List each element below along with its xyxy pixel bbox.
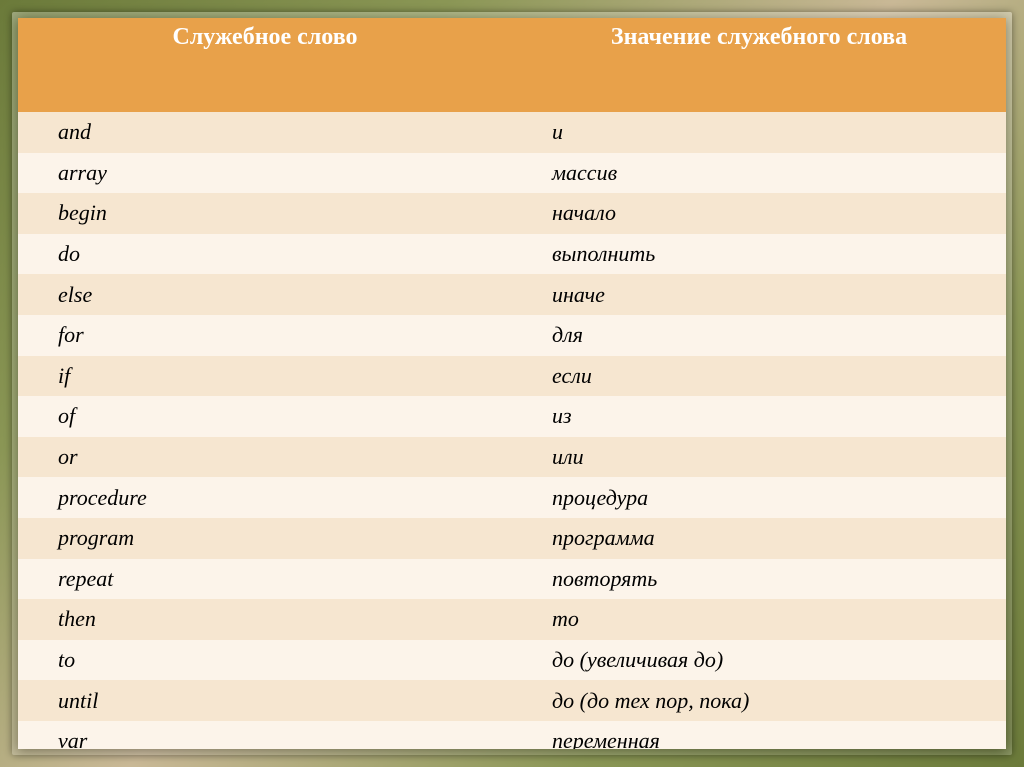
table-row: to до (увеличивая до)	[18, 640, 1006, 681]
cell-keyword: if	[18, 356, 512, 397]
table-row: array массив	[18, 153, 1006, 194]
table-row: var переменная	[18, 721, 1006, 749]
slide-content: Служебное слово Значение служебного слов…	[18, 18, 1006, 749]
table-body: and и array массив begin начало do выпол…	[18, 112, 1006, 749]
cell-keyword: to	[18, 640, 512, 681]
cell-keyword: and	[18, 112, 512, 153]
table-row: of из	[18, 396, 1006, 437]
cell-keyword: then	[18, 599, 512, 640]
cell-meaning: повторять	[512, 559, 1006, 600]
cell-meaning: процедура	[512, 477, 1006, 518]
table-row: until до (до тех пор, пока)	[18, 680, 1006, 721]
cell-meaning: до (увеличивая до)	[512, 640, 1006, 681]
cell-meaning: или	[512, 437, 1006, 478]
cell-meaning: выполнить	[512, 234, 1006, 275]
cell-keyword: array	[18, 153, 512, 194]
cell-keyword: repeat	[18, 559, 512, 600]
column-header-keyword: Служебное слово	[18, 18, 512, 112]
cell-keyword: var	[18, 721, 512, 749]
table-header-row: Служебное слово Значение служебного слов…	[18, 18, 1006, 112]
table-row: for для	[18, 315, 1006, 356]
cell-meaning: если	[512, 356, 1006, 397]
cell-keyword: procedure	[18, 477, 512, 518]
column-header-meaning: Значение служебного слова	[512, 18, 1006, 112]
table-row: do выполнить	[18, 234, 1006, 275]
table-row: and и	[18, 112, 1006, 153]
table-row: repeat повторять	[18, 559, 1006, 600]
cell-keyword: until	[18, 680, 512, 721]
cell-meaning: и	[512, 112, 1006, 153]
cell-keyword: of	[18, 396, 512, 437]
cell-meaning: до (до тех пор, пока)	[512, 680, 1006, 721]
cell-meaning: переменная	[512, 721, 1006, 749]
slide-frame-outer: Служебное слово Значение служебного слов…	[12, 12, 1012, 755]
cell-meaning: из	[512, 396, 1006, 437]
cell-meaning: для	[512, 315, 1006, 356]
table-row: begin начало	[18, 193, 1006, 234]
table-row: then то	[18, 599, 1006, 640]
cell-meaning: то	[512, 599, 1006, 640]
table-row: program программа	[18, 518, 1006, 559]
cell-meaning: иначе	[512, 274, 1006, 315]
cell-meaning: программа	[512, 518, 1006, 559]
cell-keyword: begin	[18, 193, 512, 234]
cell-keyword: for	[18, 315, 512, 356]
cell-keyword: program	[18, 518, 512, 559]
cell-keyword: else	[18, 274, 512, 315]
table-row: if если	[18, 356, 1006, 397]
cell-keyword: or	[18, 437, 512, 478]
table-row: else иначе	[18, 274, 1006, 315]
cell-meaning: массив	[512, 153, 1006, 194]
keywords-table: Служебное слово Значение служебного слов…	[18, 18, 1006, 749]
table-row: or или	[18, 437, 1006, 478]
cell-keyword: do	[18, 234, 512, 275]
table-row: procedure процедура	[18, 477, 1006, 518]
cell-meaning: начало	[512, 193, 1006, 234]
